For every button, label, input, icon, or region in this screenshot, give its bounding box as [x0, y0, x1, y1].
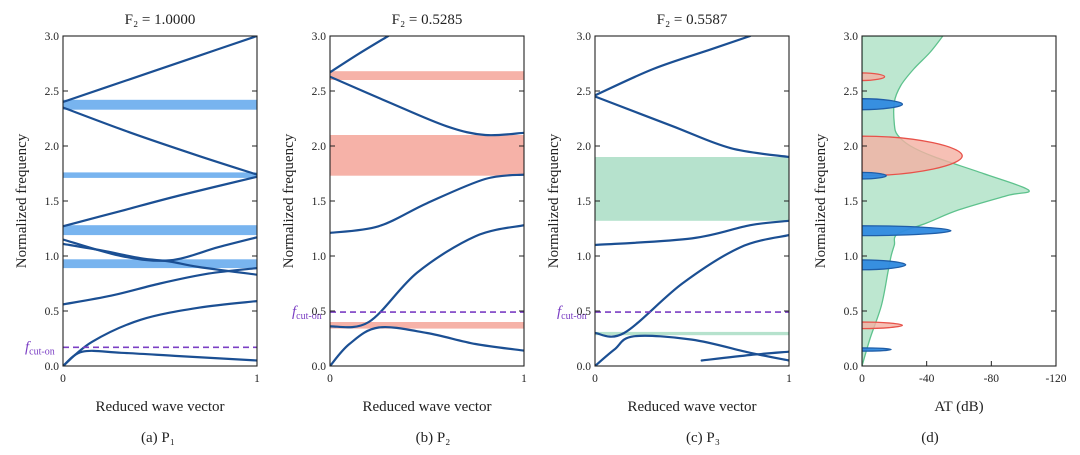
panel-title-b: F₂ = 0.5285: [392, 12, 463, 28]
bandgap-c-1: [595, 331, 789, 336]
ytick-label-c-1: 0.5: [577, 306, 592, 318]
ytick-label-b-2: 1.0: [312, 251, 327, 263]
dispersion-branch-b-4: [330, 36, 390, 74]
xtick-label-c-0: 0: [592, 373, 598, 385]
dispersion-branch-c-5: [700, 350, 789, 362]
bandgap-c-0: [595, 157, 789, 221]
bandgap-a-0: [63, 99, 257, 110]
attenuation-peak-1: [862, 98, 904, 111]
xtick-label-a-0: 0: [60, 373, 66, 385]
ytick-label-c-2: 1.0: [577, 251, 592, 263]
xtick-label-b-1: 1: [521, 373, 527, 385]
xtick-label-c-1: 1: [786, 373, 792, 385]
ytick-label-c-4: 2.0: [577, 141, 592, 153]
xtick-label-d-3: -120: [1045, 373, 1066, 385]
panel-title-c: F₂ = 0.5587: [657, 12, 728, 28]
ytick-label-b-4: 2.0: [312, 141, 327, 153]
x-axis-label-a: Reduced wave vector: [95, 399, 224, 415]
panel-d: 0.0 0.5 1.0 1.5 2.0 2.5 3.0 0 -40 -80 -120 AT (dB) N…: [813, 31, 1067, 446]
ytick-label-c-0: 0.0: [577, 361, 592, 373]
bandgap-a-3: [63, 259, 257, 269]
ytick-label-b-1: 0.5: [312, 306, 327, 318]
ytick-label-b-6: 3.0: [312, 31, 327, 43]
ytick-label-b-5: 2.5: [312, 86, 327, 98]
dispersion-branch-c-4: [595, 36, 752, 97]
ytick-label-d-3: 1.5: [844, 196, 859, 208]
ytick-label-c-6: 3.0: [577, 31, 592, 43]
panel-a: fcut-on 0.0 0.5 1.0 1.5 2.0 2.5 3.0 0 1 Reduced wa…: [14, 12, 260, 446]
ytick-label-d-5: 2.5: [844, 86, 859, 98]
dispersion-branch-b-2: [330, 173, 524, 234]
ytick-label-a-6: 3.0: [45, 31, 60, 43]
y-axis-label-d: Normalized frequency: [813, 133, 829, 268]
dispersion-branch-b-0: [330, 325, 524, 366]
attenuation-peak-2: [862, 135, 963, 177]
plot-area-a: [63, 36, 257, 366]
attenuation-peak-5: [862, 259, 907, 271]
xtick-label-d-2: -80: [984, 373, 1000, 385]
dispersion-branch-a-7: [63, 36, 257, 104]
dispersion-branch-a-5: [63, 175, 257, 228]
ytick-label-a-2: 1.0: [45, 251, 60, 263]
cut-on-label-b: fcut-on: [292, 304, 322, 322]
ytick-label-c-5: 2.5: [577, 86, 592, 98]
ytick-label-c-3: 1.5: [577, 196, 592, 208]
plot-area-d: [862, 36, 1030, 366]
panel-caption-c: (c) P₃: [686, 430, 720, 446]
panel-caption-d: (d): [921, 430, 939, 446]
bandgap-b-2: [330, 322, 524, 329]
cut-on-label-c: fcut-on: [557, 304, 587, 322]
x-axis-label-d: AT (dB): [934, 399, 983, 415]
panel-caption-b: (b) P₂: [416, 430, 451, 446]
xtick-label-d-0: 0: [859, 373, 865, 385]
panel-b: fcut-on 0.0 0.5 1.0 1.5 2.0 2.5 3.0 0 1 Reduced wa…: [281, 12, 527, 446]
bandgap-a-1: [63, 172, 257, 178]
ytick-label-d-6: 3.0: [844, 31, 859, 43]
y-axis-label-c: Normalized frequency: [546, 133, 562, 268]
dispersion-branch-b-1: [330, 224, 524, 329]
xtick-label-d-1: -40: [919, 373, 935, 385]
dispersion-branch-a-4: [63, 236, 257, 262]
xtick-label-b-0: 0: [327, 373, 333, 385]
ytick-label-d-4: 2.0: [844, 141, 859, 153]
ytick-label-a-3: 1.5: [45, 196, 60, 208]
cut-on-label-a: fcut-on: [25, 339, 55, 357]
dispersion-branch-c-3: [595, 95, 789, 159]
attenuation-peak-3: [862, 171, 887, 180]
ytick-label-b-0: 0.0: [312, 361, 327, 373]
bandgap-b-0: [330, 71, 524, 80]
ytick-label-d-1: 0.5: [844, 306, 859, 318]
panel-caption-a: (a) P₁: [141, 430, 175, 446]
ytick-label-a-1: 0.5: [45, 306, 60, 318]
bandgap-a-2: [63, 225, 257, 236]
plot-area-b: [330, 36, 524, 366]
plot-area-c: [595, 36, 789, 366]
ytick-label-d-2: 1.0: [844, 251, 859, 263]
y-axis-label-a: Normalized frequency: [14, 133, 30, 268]
dispersion-branch-b-3: [330, 75, 524, 137]
attenuation-peak-0: [862, 72, 886, 82]
ytick-label-d-0: 0.0: [844, 361, 859, 373]
dispersion-branch-c-1: [595, 234, 789, 338]
ytick-label-a-0: 0.0: [45, 361, 60, 373]
panel-title-a: F₂ = 1.0000: [125, 12, 196, 28]
dispersion-branch-a-6: [63, 106, 257, 176]
x-axis-label-b: Reduced wave vector: [362, 399, 491, 415]
xtick-label-a-1: 1: [254, 373, 260, 385]
dispersion-branch-a-1: [63, 300, 257, 366]
ytick-label-b-3: 1.5: [312, 196, 327, 208]
bandgap-b-1: [330, 135, 524, 176]
attenuation-peak-6: [862, 321, 904, 330]
attenuation-peak-7: [862, 347, 892, 352]
panel-c: fcut-on 0.0 0.5 1.0 1.5 2.0 2.5 3.0 0 1 Reduced wa…: [546, 12, 792, 446]
x-axis-label-c: Reduced wave vector: [627, 399, 756, 415]
ytick-label-a-5: 2.5: [45, 86, 60, 98]
dispersion-branch-c-2: [595, 219, 789, 247]
attenuation-peak-4: [862, 225, 952, 237]
ytick-label-a-4: 2.0: [45, 141, 60, 153]
y-axis-label-b: Normalized frequency: [281, 133, 297, 268]
